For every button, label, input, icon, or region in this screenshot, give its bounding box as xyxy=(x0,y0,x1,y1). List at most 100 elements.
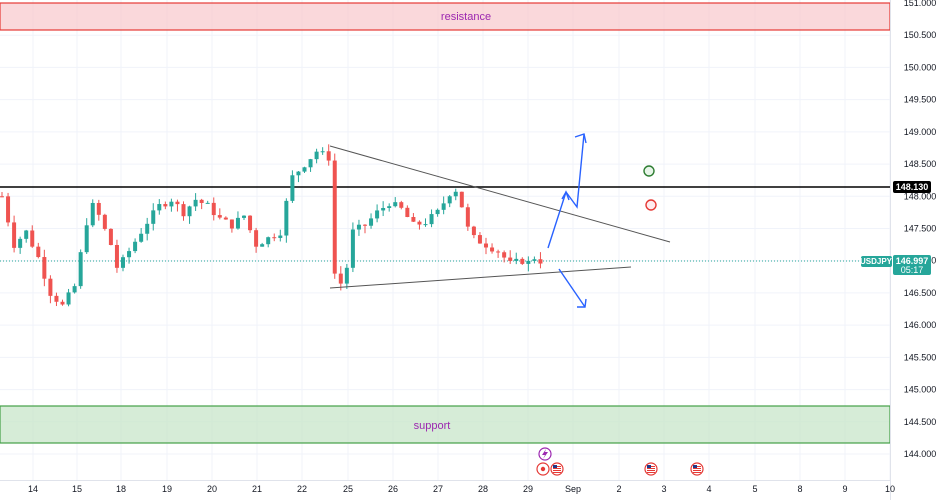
candle xyxy=(223,216,228,220)
time-tick-label: 14 xyxy=(28,484,38,494)
candle xyxy=(350,222,355,273)
candle xyxy=(272,233,277,242)
candle xyxy=(248,215,253,233)
symbol-tag: USDJPY xyxy=(860,256,893,267)
candle xyxy=(447,195,452,208)
candle xyxy=(514,252,519,265)
candle xyxy=(405,205,410,218)
candle xyxy=(84,218,89,255)
time-tick-label: 19 xyxy=(162,484,172,494)
time-tick-label: 2 xyxy=(616,484,621,494)
candle xyxy=(302,166,307,174)
time-tick-label: 29 xyxy=(523,484,533,494)
price-tick-label: 149.500 xyxy=(904,95,937,105)
us-flag-icon[interactable] xyxy=(550,462,564,476)
candle xyxy=(520,257,525,265)
candle xyxy=(266,236,271,248)
candle xyxy=(284,198,289,243)
bearish-projection-arrow[interactable] xyxy=(558,268,587,308)
candle xyxy=(72,283,77,294)
resistance-label: resistance xyxy=(441,11,491,23)
green-circle-marker[interactable] xyxy=(643,165,655,177)
candle xyxy=(332,153,337,279)
time-tick-label: 8 xyxy=(797,484,802,494)
candle xyxy=(338,266,343,291)
triangle-lower-line[interactable] xyxy=(329,266,632,289)
time-tick-label: 15 xyxy=(72,484,82,494)
price-tick-label: 146.000 xyxy=(904,320,937,330)
candle xyxy=(435,208,440,217)
candle xyxy=(66,288,71,307)
time-tick-label: 18 xyxy=(116,484,126,494)
candle xyxy=(78,249,83,289)
candle xyxy=(290,170,295,203)
candle xyxy=(242,215,246,221)
candle xyxy=(356,219,361,236)
candle xyxy=(526,256,531,272)
candle xyxy=(441,196,446,215)
candle xyxy=(0,191,4,198)
event-marker-icon[interactable] xyxy=(536,462,550,476)
candle xyxy=(278,229,283,242)
candle xyxy=(133,238,138,254)
candle xyxy=(127,247,132,264)
svg-text:146.997: 146.997 xyxy=(896,256,929,266)
time-tick-label: 22 xyxy=(297,484,307,494)
candle xyxy=(199,198,204,210)
price-tick-label: 148.500 xyxy=(904,159,937,169)
red-circle-marker[interactable] xyxy=(645,199,657,211)
candle xyxy=(429,209,434,228)
horizontal-level-tag: 148.130 xyxy=(893,181,931,193)
candle xyxy=(532,256,537,264)
price-tick-label: 151.000 xyxy=(904,0,937,8)
price-axis[interactable]: 151.000 150.500 150.000 149.500 149.000 148.5… xyxy=(904,0,937,459)
candle xyxy=(211,197,216,221)
candle xyxy=(538,252,543,269)
candle xyxy=(163,201,168,210)
candle xyxy=(369,213,374,229)
candle xyxy=(490,243,495,254)
time-tick-label: 28 xyxy=(478,484,488,494)
time-tick-label: 4 xyxy=(706,484,711,494)
candle xyxy=(18,236,23,254)
candle xyxy=(48,275,53,304)
candle xyxy=(121,254,125,272)
candle xyxy=(508,250,513,264)
time-tick-label: 27 xyxy=(433,484,443,494)
candle xyxy=(254,227,259,253)
support-label: support xyxy=(414,420,451,432)
candle xyxy=(30,225,35,248)
triangle-upper-line[interactable] xyxy=(329,145,671,243)
candle xyxy=(108,228,113,246)
candle xyxy=(169,198,174,212)
candle xyxy=(314,148,319,164)
time-axis[interactable]: 14 15 18 19 20 21 22 25 26 27 28 29 Sep 2 3 4 5 8 9 10 xyxy=(28,484,895,494)
price-tick-label: 148.000 xyxy=(904,191,937,201)
price-tick-label: 145.000 xyxy=(904,385,937,395)
resistance-zone[interactable] xyxy=(0,2,891,31)
support-zone[interactable] xyxy=(0,405,891,444)
us-flag-icon[interactable] xyxy=(644,462,658,476)
candle xyxy=(308,158,313,172)
candle xyxy=(496,249,501,258)
candle xyxy=(157,199,162,215)
candle xyxy=(12,215,17,253)
candle xyxy=(187,205,192,224)
time-tick-label: 25 xyxy=(343,484,353,494)
candle xyxy=(381,201,386,217)
price-tick-label: 150.000 xyxy=(904,62,937,72)
candle xyxy=(399,200,404,210)
lightning-icon[interactable] xyxy=(538,447,552,461)
candle xyxy=(205,200,210,204)
candle xyxy=(484,237,488,255)
candle xyxy=(320,147,325,155)
us-flag-icon[interactable] xyxy=(690,462,704,476)
candle xyxy=(502,250,507,263)
candle xyxy=(235,211,240,230)
candle xyxy=(326,144,331,166)
current-price-tag: 146.997 05:17 xyxy=(893,255,931,275)
bullish-projection-arrow[interactable] xyxy=(547,133,587,249)
candle xyxy=(42,249,47,287)
svg-text:05:17: 05:17 xyxy=(901,265,924,275)
